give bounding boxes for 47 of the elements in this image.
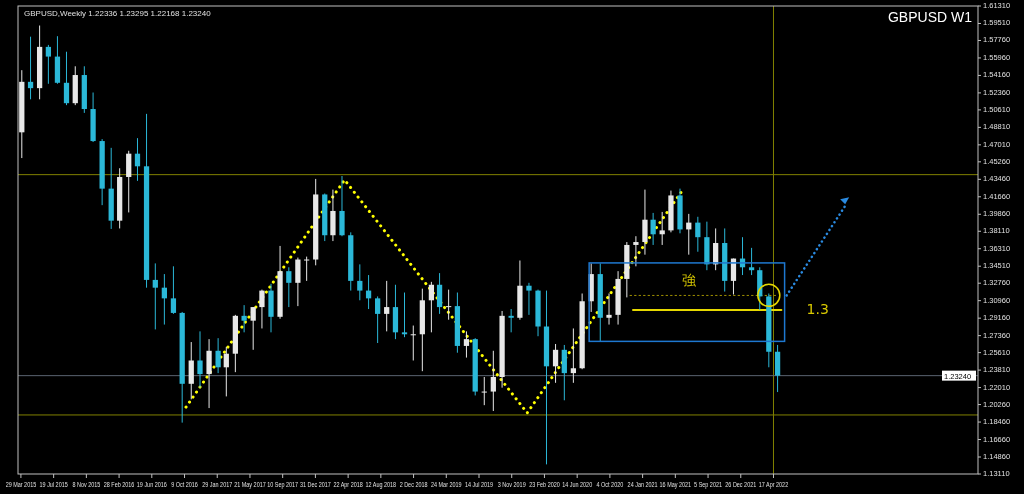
candlestick — [748, 247, 755, 276]
candlestick — [259, 289, 265, 329]
candlestick — [633, 235, 639, 267]
candlestick — [508, 308, 514, 333]
candlestick — [63, 51, 70, 106]
candlestick — [446, 289, 452, 321]
candlestick — [481, 376, 487, 406]
candlestick — [250, 306, 256, 351]
candlestick — [223, 346, 229, 397]
candlestick — [552, 343, 559, 384]
candlestick — [774, 344, 781, 393]
chart-subtitle: GBPUSD,Weekly 1.22336 1.23295 1.22168 1.23240 — [24, 9, 212, 18]
candlestick — [215, 337, 221, 374]
annotation: 強 — [681, 271, 696, 288]
candlestick — [27, 36, 34, 100]
candlestick — [606, 293, 612, 326]
line-series — [184, 178, 683, 415]
candlestick — [134, 137, 141, 182]
candlestick — [436, 272, 443, 315]
candlestick — [570, 327, 576, 384]
candlestick — [241, 304, 247, 333]
candlestick — [695, 216, 701, 253]
candlestick — [188, 341, 194, 400]
candlestick — [170, 265, 177, 315]
candlestick — [152, 262, 158, 330]
candlestick — [410, 325, 416, 361]
chart-title: GBPUSD W1 — [887, 9, 973, 25]
annotation: 1.3 — [806, 301, 829, 318]
candlestick — [295, 257, 301, 307]
candlestick — [126, 150, 132, 213]
candlestick — [401, 292, 408, 338]
candlestick — [490, 350, 496, 412]
candlestick — [659, 211, 665, 246]
candlestick — [428, 281, 435, 333]
candlestick — [642, 189, 648, 256]
candlestick — [375, 295, 381, 344]
candlestick — [526, 282, 532, 316]
candlestick — [463, 330, 470, 359]
candlestick — [304, 256, 310, 282]
candlestick — [206, 338, 212, 409]
candlestick — [650, 212, 656, 246]
candlestick — [45, 44, 52, 85]
candlestick — [197, 330, 203, 389]
candlestick — [384, 280, 390, 332]
candlestick — [357, 263, 363, 301]
candlestick — [561, 344, 567, 401]
candlestick — [286, 266, 292, 308]
